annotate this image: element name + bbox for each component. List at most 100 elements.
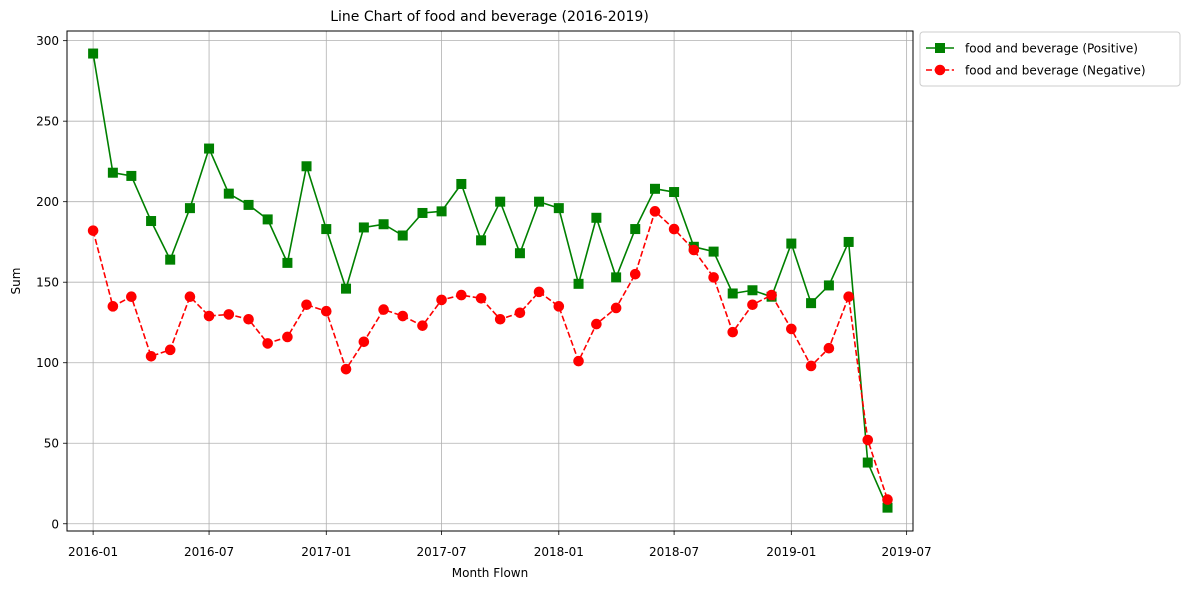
data-point — [475, 293, 487, 304]
data-point — [514, 248, 525, 259]
data-point — [786, 238, 797, 249]
series-negative — [87, 206, 893, 505]
data-point — [184, 291, 196, 303]
data-point — [203, 310, 215, 322]
data-point — [436, 206, 447, 217]
grid — [67, 31, 913, 531]
data-point — [417, 207, 428, 218]
data-point — [126, 291, 137, 303]
data-point — [708, 272, 719, 283]
data-point — [184, 203, 195, 214]
legend-marker — [935, 43, 945, 53]
data-point — [747, 285, 758, 296]
data-point — [688, 244, 700, 256]
data-point — [146, 216, 157, 227]
data-point — [456, 289, 467, 301]
data-point — [843, 291, 854, 303]
data-point — [630, 224, 641, 235]
x-axis-label: Month Flown — [452, 566, 528, 580]
y-tick-label: 150 — [36, 276, 59, 290]
data-point — [786, 323, 797, 335]
data-point — [766, 289, 777, 301]
data-point — [843, 236, 854, 247]
data-point — [494, 313, 506, 325]
data-point — [727, 288, 738, 299]
data-point — [553, 203, 564, 214]
data-point — [573, 355, 584, 367]
data-point — [591, 212, 602, 223]
legend: food and beverage (Positive) food and bev… — [919, 31, 1181, 87]
data-point — [358, 222, 369, 233]
x-tick-label: 2017-01 — [301, 545, 351, 559]
data-point — [223, 188, 234, 199]
data-point — [243, 313, 254, 325]
data-point — [862, 434, 874, 446]
data-point — [882, 494, 893, 505]
y-axis-label: Sum — [9, 268, 23, 295]
y-tick-label: 50 — [44, 437, 59, 451]
data-point — [669, 187, 680, 198]
data-point — [862, 457, 873, 468]
x-tick-label: 2016-07 — [184, 545, 234, 559]
data-point — [204, 143, 215, 154]
y-tick-label: 100 — [36, 356, 59, 370]
plot-series — [87, 48, 893, 513]
data-point — [806, 298, 817, 309]
data-point — [533, 286, 545, 298]
data-point — [243, 199, 254, 210]
data-point — [164, 344, 176, 356]
data-point — [629, 268, 641, 280]
data-point — [514, 307, 526, 319]
data-point — [649, 206, 661, 217]
chart-title: Line Chart of food and beverage (2016-20… — [330, 9, 649, 25]
data-point — [436, 294, 447, 306]
data-point — [591, 318, 602, 330]
x-tick-label: 2017-07 — [417, 545, 467, 559]
data-point — [320, 305, 332, 317]
y-tick-label: 300 — [36, 34, 59, 48]
data-point — [165, 254, 176, 265]
data-point — [262, 214, 273, 225]
x-tick-label: 2019-01 — [766, 545, 816, 559]
data-point — [262, 338, 273, 349]
data-point — [282, 257, 293, 268]
x-tick-label: 2018-07 — [649, 545, 699, 559]
x-tick-label: 2016-01 — [68, 545, 118, 559]
data-point — [223, 309, 235, 320]
data-point — [823, 342, 835, 354]
data-point — [611, 272, 622, 283]
data-point — [107, 167, 118, 178]
data-point — [145, 350, 157, 362]
x-tick-label: 2019-07 — [882, 545, 932, 559]
data-point — [727, 326, 739, 338]
axes: 2016-01 2016-07 2017-01 2017-07 2018-01 2018-… — [36, 34, 932, 559]
data-point — [282, 331, 293, 343]
data-point — [456, 178, 467, 189]
data-point — [397, 310, 409, 322]
data-point — [495, 196, 506, 207]
data-point — [649, 183, 660, 194]
data-point — [668, 223, 680, 235]
data-point — [534, 196, 545, 207]
data-point — [88, 48, 99, 59]
x-tick-label: 2018-01 — [534, 545, 584, 559]
legend-marker — [934, 64, 946, 76]
data-point — [321, 224, 332, 235]
data-point — [397, 230, 408, 241]
series-line — [92, 209, 889, 500]
data-point — [301, 161, 312, 172]
data-point — [610, 302, 622, 314]
data-point — [476, 235, 487, 246]
plot-frame — [66, 30, 914, 532]
data-point — [87, 225, 99, 236]
data-point — [747, 299, 758, 311]
data-point — [573, 278, 584, 289]
y-tick-label: 250 — [36, 115, 59, 129]
y-tick-label: 0 — [51, 517, 59, 531]
data-point — [340, 363, 352, 375]
data-point — [126, 170, 137, 181]
data-point — [107, 301, 119, 312]
data-point — [823, 280, 834, 291]
